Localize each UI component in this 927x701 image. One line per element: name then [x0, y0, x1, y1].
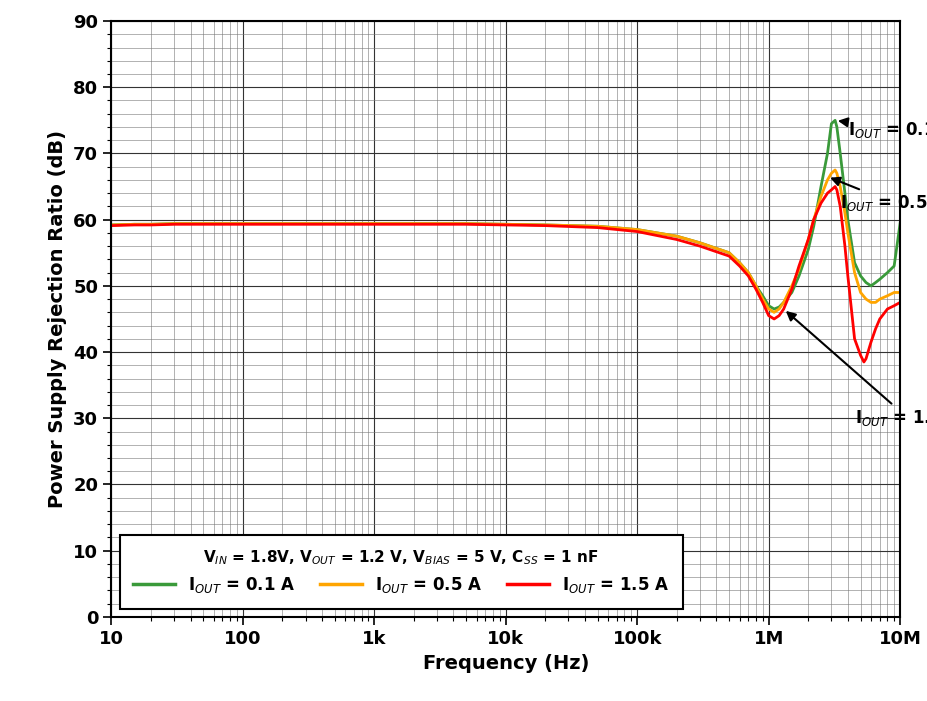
Text: I$_{OUT}$ = 0.5 A: I$_{OUT}$ = 0.5 A	[832, 178, 927, 213]
Text: I$_{OUT}$ = 0.1 A: I$_{OUT}$ = 0.1 A	[839, 118, 927, 140]
Y-axis label: Power Supply Rejection Ratio (dB): Power Supply Rejection Ratio (dB)	[48, 130, 68, 508]
X-axis label: Frequency (Hz): Frequency (Hz)	[422, 653, 589, 673]
Text: I$_{OUT}$ = 1.5 A: I$_{OUT}$ = 1.5 A	[787, 313, 927, 428]
Legend: I$_{OUT}$ = 0.1 A, I$_{OUT}$ = 0.5 A, I$_{OUT}$ = 1.5 A: I$_{OUT}$ = 0.1 A, I$_{OUT}$ = 0.5 A, I$…	[120, 535, 682, 608]
